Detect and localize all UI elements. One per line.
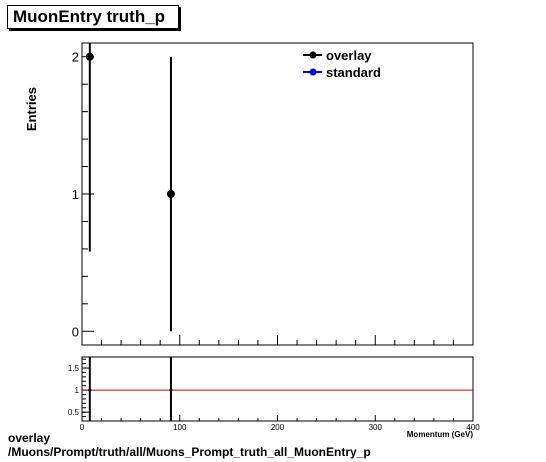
legend-label: overlay [326,48,372,63]
title-box: MuonEntry truth_p [7,5,179,29]
footer-caption: overlay /Muons/Prompt/truth/all/Muons_Pr… [8,431,371,459]
legend-label: standard [326,65,381,80]
ratio-point [169,388,173,392]
ratio-x-tick-label: 400 [466,423,480,432]
ratio-y-tick-label: 1.5 [68,364,80,373]
footer-line-1: overlay [8,431,51,445]
footer-line-2: /Muons/Prompt/truth/all/Muons_Prompt_tru… [8,445,371,459]
y-tick-label: 0 [72,324,79,339]
ratio-x-tick-label: 100 [173,423,187,432]
legend-marker [309,68,317,76]
data-point [166,190,175,198]
y-tick-label: 2 [72,50,79,65]
y-tick-label: 1 [72,187,79,202]
ratio-x-tick-label: 200 [271,423,285,432]
x-axis-label: Momentum (GeV) [407,430,474,439]
data-point [85,52,94,61]
ratio-x-tick-label: 300 [369,423,383,432]
legend-marker [309,51,317,59]
chart-title: MuonEntry truth_p [13,7,166,26]
ratio-y-tick-label: 0.5 [68,408,80,417]
ratio-plot-frame [81,356,474,422]
ratio-point [88,388,92,392]
y-axis-label: Entries [24,87,39,131]
main-plot-frame [81,42,474,346]
ratio-x-tick-label: 0 [80,423,85,432]
ratio-y-tick-label: 1 [75,386,80,395]
main-panel: 0 1 2 Entries overlay standard [24,42,474,346]
